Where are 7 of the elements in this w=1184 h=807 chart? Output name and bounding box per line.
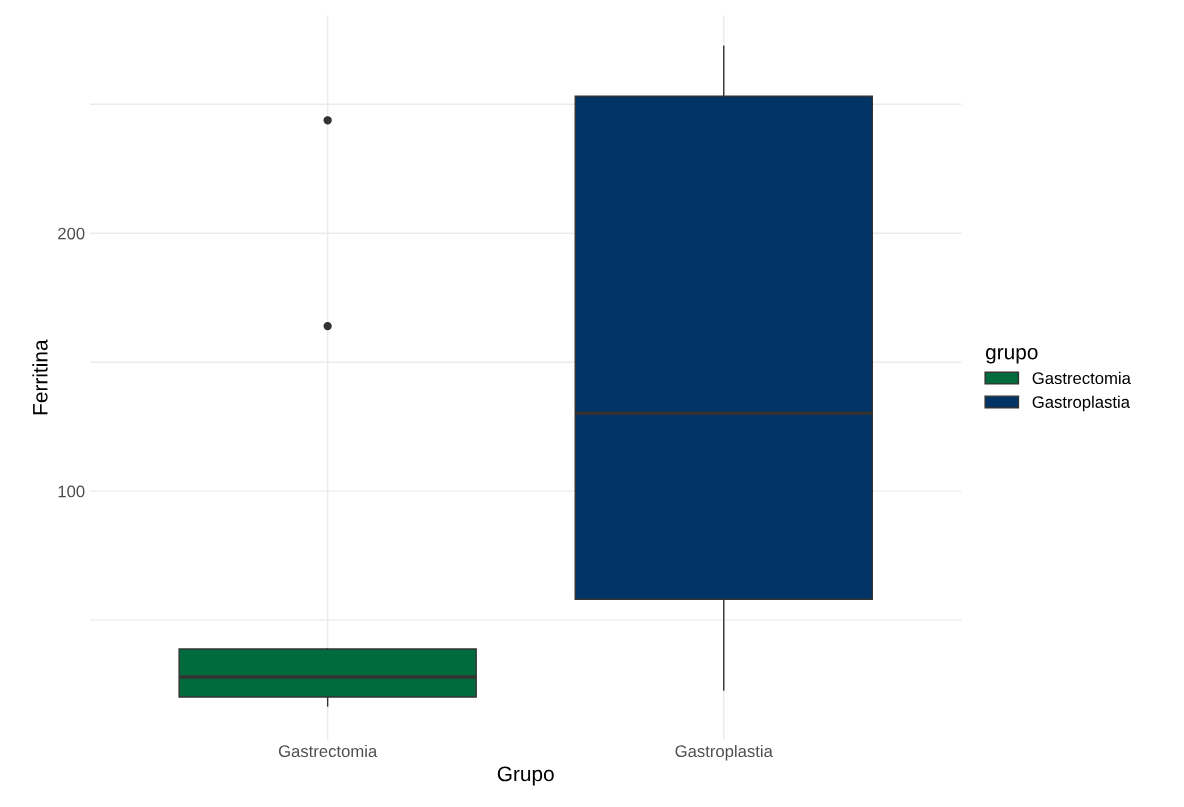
- y-tick-label: 200: [58, 227, 85, 240]
- legend-label: Gastroplastia: [1032, 395, 1130, 412]
- y-tick-label: 100: [58, 485, 85, 498]
- legend-title: grupo: [986, 347, 1038, 364]
- y-axis-title: Ferritina: [32, 339, 48, 415]
- legend-label: Gastrectomia: [1032, 371, 1131, 385]
- x-axis-title: Grupo: [497, 766, 554, 786]
